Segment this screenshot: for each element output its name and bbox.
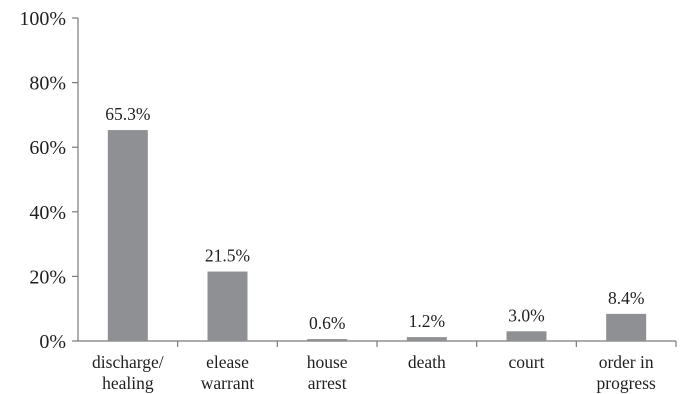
category-label: house arrest (307, 352, 348, 393)
y-tick-label: 0% (39, 331, 66, 353)
category-label-line: elease (206, 352, 249, 372)
category-label: court (509, 352, 545, 372)
category-label-line: progress (597, 373, 656, 393)
bar (307, 339, 348, 341)
category-label-line: discharge/ (92, 352, 164, 372)
category-label: death (408, 352, 446, 372)
data-label: 21.5% (205, 246, 250, 266)
y-axis-ticks: 0% 20% 40% 60% 80% 100% (19, 8, 78, 353)
category-label-line: warrant (201, 373, 255, 393)
bars-group (107, 130, 647, 341)
data-label: 3.0% (508, 305, 544, 325)
category-label-line: court (509, 352, 545, 372)
y-tick-label: 40% (29, 202, 66, 224)
data-label: 8.4% (608, 288, 644, 308)
data-label: 1.2% (409, 311, 445, 331)
bar (506, 331, 547, 341)
y-tick-label: 80% (29, 73, 66, 95)
category-label: elease warrant (201, 352, 255, 393)
category-label-line: death (408, 352, 446, 372)
bar (606, 313, 647, 341)
x-axis-ticks (177, 341, 677, 347)
data-label: 65.3% (105, 104, 150, 124)
category-label-line: arrest (308, 373, 347, 393)
category-label: discharge/healing (92, 352, 164, 393)
category-label-line: order in (599, 352, 654, 372)
bar (107, 130, 148, 341)
category-label-line: house (307, 352, 348, 372)
y-tick-label: 100% (19, 8, 66, 30)
data-label: 0.6% (309, 313, 345, 333)
bar (207, 271, 248, 341)
data-labels-group: 65.3% 21.5% 0.6% 1.2% 3.0% 8.4% (105, 104, 644, 333)
category-labels-group: discharge/healing elease warrant house arres… (92, 352, 656, 393)
category-label: order in progress (597, 352, 656, 393)
y-tick-label: 20% (29, 266, 66, 288)
y-tick-label: 60% (29, 137, 66, 159)
category-label-line: healing (102, 373, 154, 393)
bar (406, 337, 447, 341)
